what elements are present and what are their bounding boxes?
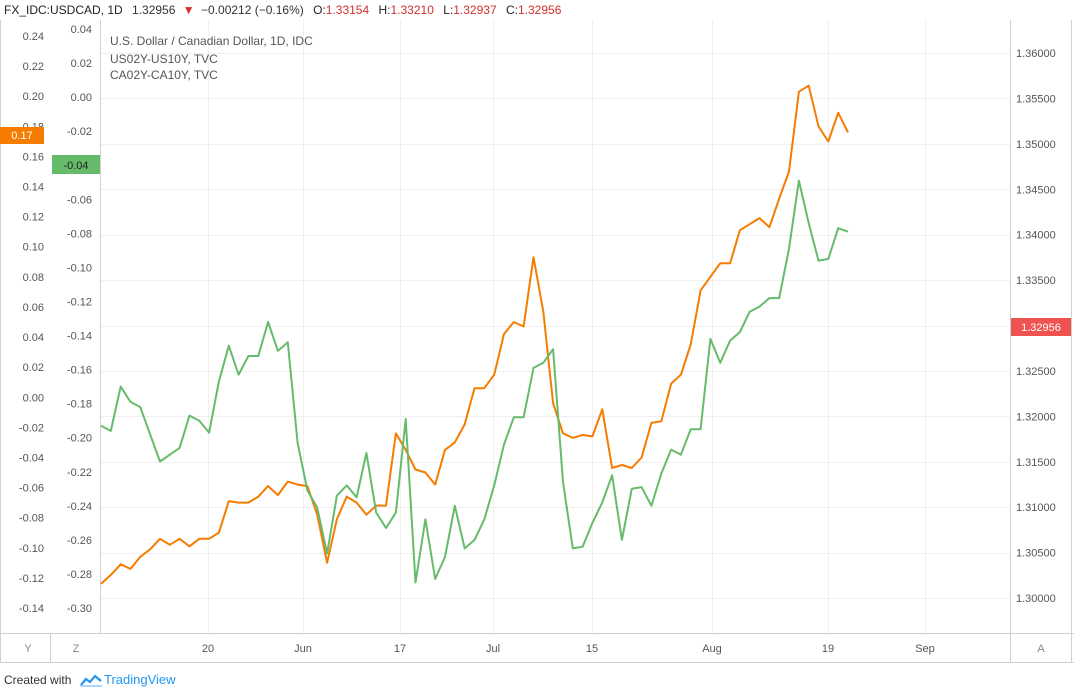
tradingview-logo-icon (80, 674, 102, 687)
orange-value-badge: 0.17 (0, 127, 44, 144)
left-inner-tick-label: -0.20 (67, 433, 92, 445)
chart-area[interactable]: 0.240.220.200.180.160.140.120.100.080.06… (0, 20, 1074, 663)
right-tick-label: 1.30000 (1016, 593, 1056, 605)
last-price: 1.32956 (132, 3, 176, 17)
scale-z-button[interactable]: Z (73, 643, 80, 655)
right-tick-label: 1.31000 (1016, 502, 1056, 514)
left-outer-tick-label: 0.00 (23, 392, 44, 404)
left-inner-tick-label: -0.16 (67, 365, 92, 377)
left-outer-tick-label: 0.20 (23, 91, 44, 103)
right-tick-label: 1.35500 (1016, 93, 1056, 105)
grid-lines (101, 20, 1010, 633)
left-outer-tick-label: 0.16 (23, 151, 44, 163)
left-outer-tick-label: 0.06 (23, 302, 44, 314)
right-tick-label: 1.32000 (1016, 411, 1056, 423)
left-inner-tick-label: -0.22 (67, 467, 92, 479)
orange-badge-text: 0.17 (11, 130, 32, 142)
right-tick-label: 1.33500 (1016, 275, 1056, 287)
auto-scale-a-button[interactable]: A (1037, 643, 1045, 655)
green-value-badge: -0.04 (52, 155, 100, 174)
time-tick-label: Jul (486, 643, 500, 655)
left-inner-tick-label: -0.14 (67, 331, 92, 343)
legend-us-spread[interactable]: US02Y-US10Y, TVC (110, 52, 218, 66)
symbol-label[interactable]: FX_IDC:USDCAD, 1D (4, 3, 123, 17)
left-inner-tick-label: -0.30 (67, 603, 92, 615)
left-outer-tick-label: -0.06 (19, 483, 44, 495)
right-tick-label: 1.32500 (1016, 366, 1056, 378)
left-inner-tick-label: -0.08 (67, 228, 92, 240)
time-tick-label: 19 (822, 643, 834, 655)
usdcad-badge-text: 1.32956 (1021, 322, 1061, 334)
time-tick-label: 20 (202, 643, 214, 655)
high-label: H: (378, 3, 391, 17)
usdcad-price-badge: 1.32956 (1011, 318, 1071, 336)
left-inner-axis[interactable]: 0.040.020.00-0.02-0.04-0.06-0.08-0.10-0.… (67, 24, 92, 615)
time-tick-label: Sep (915, 643, 935, 655)
left-outer-tick-label: 0.04 (23, 332, 44, 344)
right-tick-label: 1.34500 (1016, 184, 1056, 196)
time-tick-label: 17 (394, 643, 406, 655)
down-arrow-icon: ▼ (182, 3, 195, 17)
scale-y-button[interactable]: Y (24, 643, 32, 655)
left-outer-tick-label: -0.04 (19, 452, 44, 464)
left-outer-axis[interactable]: 0.240.220.200.180.160.140.120.100.080.06… (19, 31, 44, 615)
left-inner-tick-label: -0.06 (67, 194, 92, 206)
left-outer-tick-label: -0.10 (19, 543, 44, 555)
time-tick-label: Jun (294, 643, 312, 655)
left-inner-tick-label: 0.00 (71, 92, 92, 104)
time-axis[interactable]: 20 Jun 17 Jul 15 Aug 19 Sep (202, 643, 935, 655)
left-inner-tick-label: -0.28 (67, 569, 92, 581)
legend-ca-spread[interactable]: CA02Y-CA10Y, TVC (110, 68, 218, 82)
symbol-info-bar: FX_IDC:USDCAD, 1D 1.32956 ▼ −0.00212 (−0… (0, 0, 1074, 20)
series-us-spread-line (100, 84, 849, 585)
left-outer-tick-label: 0.02 (23, 362, 44, 374)
left-outer-tick-label: 0.24 (23, 31, 44, 43)
green-badge-text: -0.04 (63, 160, 88, 172)
left-outer-tick-label: 0.10 (23, 242, 44, 254)
right-tick-label: 1.31500 (1016, 457, 1056, 469)
left-outer-tick-label: -0.12 (19, 573, 44, 585)
low-value: 1.32937 (453, 3, 497, 17)
left-outer-tick-label: 0.22 (23, 61, 44, 73)
high-value: 1.33210 (390, 3, 434, 17)
left-inner-tick-label: -0.24 (67, 501, 92, 513)
left-inner-tick-label: 0.04 (71, 24, 92, 36)
legend-main-series[interactable]: U.S. Dollar / Canadian Dollar, 1D, IDC (110, 34, 313, 48)
price-change: −0.00212 (−0.16%) (201, 3, 304, 17)
close-value: 1.32956 (517, 3, 562, 17)
right-tick-label: 1.35000 (1016, 139, 1056, 151)
left-outer-tick-label: -0.02 (19, 422, 44, 434)
open-value: 1.33154 (325, 3, 370, 17)
footer: Created with TradingView (0, 670, 300, 692)
created-with-text: Created with (4, 673, 72, 687)
left-inner-tick-label: -0.12 (67, 296, 92, 308)
time-tick-label: Aug (702, 643, 722, 655)
open-label: O: (313, 3, 326, 17)
low-label: L: (443, 3, 454, 17)
left-outer-tick-label: -0.14 (19, 603, 44, 615)
left-outer-tick-label: 0.14 (23, 182, 44, 194)
right-price-axis[interactable]: 1.36000 1.35500 1.35000 1.34500 1.34000 1.335… (1016, 48, 1056, 605)
left-inner-tick-label: -0.10 (67, 262, 92, 274)
close-label: C: (505, 3, 518, 17)
left-outer-tick-label: 0.12 (23, 212, 44, 224)
left-outer-tick-label: 0.08 (23, 272, 44, 284)
time-tick-label: 15 (586, 643, 598, 655)
left-inner-tick-label: -0.18 (67, 399, 92, 411)
left-inner-tick-label: -0.02 (67, 126, 92, 138)
left-inner-tick-label: 0.02 (71, 58, 92, 70)
series-ca-spread-line (100, 179, 849, 584)
right-tick-label: 1.30500 (1016, 548, 1056, 560)
chart-svg[interactable]: 0.240.220.200.180.160.140.120.100.080.06… (0, 20, 1074, 663)
tradingview-link[interactable]: TradingView (104, 672, 176, 687)
series-lines (100, 84, 849, 585)
left-inner-tick-label: -0.26 (67, 535, 92, 547)
right-tick-label: 1.34000 (1016, 230, 1056, 242)
left-outer-tick-label: -0.08 (19, 513, 44, 525)
right-tick-label: 1.36000 (1016, 48, 1056, 60)
